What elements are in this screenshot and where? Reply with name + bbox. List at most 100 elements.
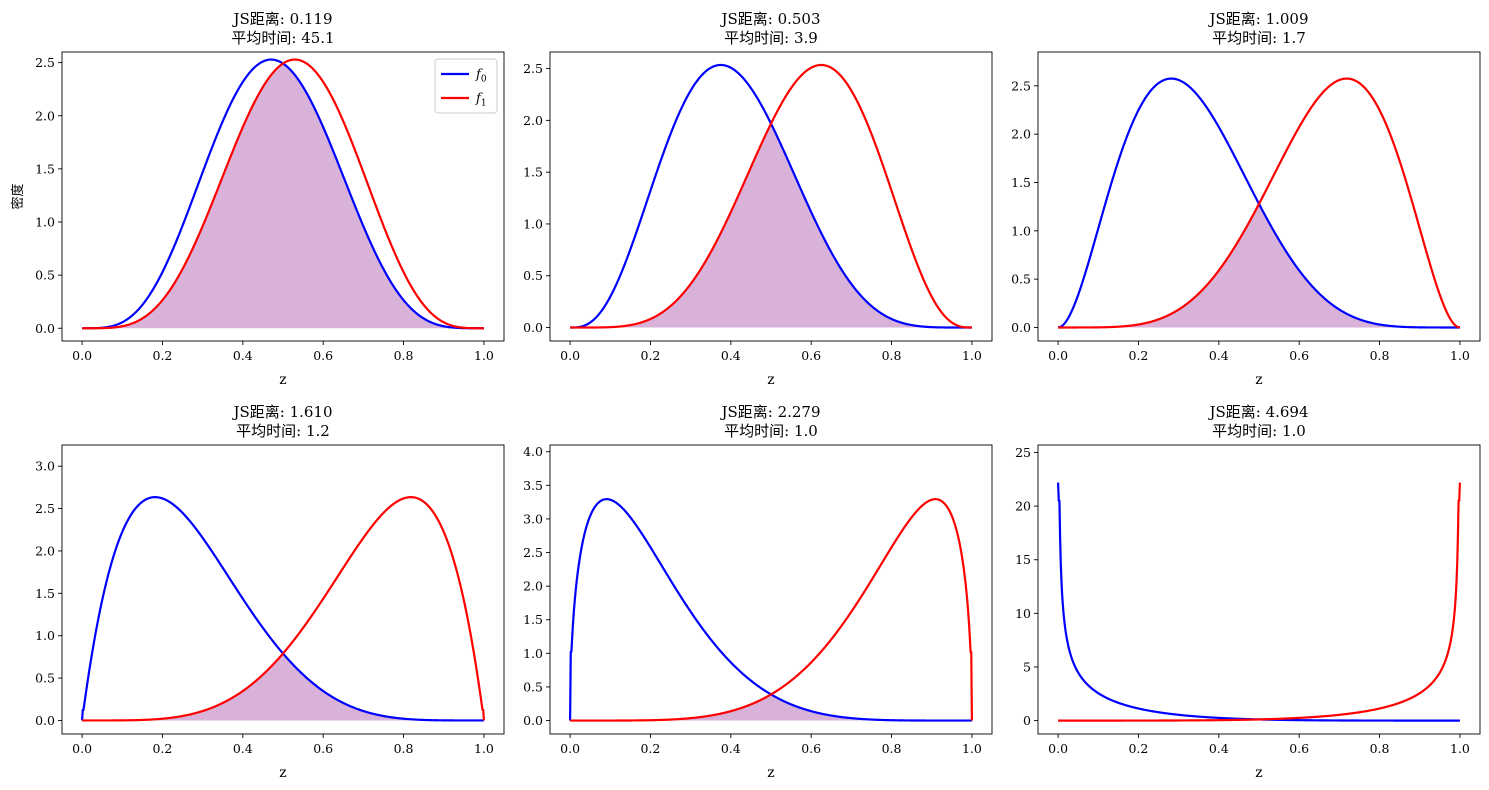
series-line-f1 [81,496,486,722]
y-tick-label: 5 [1023,659,1031,674]
x-tick-label: 0.6 [313,741,333,756]
y-tick-label: 2.5 [523,545,543,560]
y-tick-label: 3.0 [35,459,55,474]
y-tick-label: 0.5 [523,268,543,283]
y-tick-label: 1.0 [523,216,543,231]
subplot-title: 平均时间: 1.0 [724,422,818,440]
y-tick-label: 25 [1015,445,1031,460]
y-tick-label: 4.0 [523,444,543,459]
x-axis-label: z [767,765,774,781]
x-tick-label: 0.0 [72,741,92,756]
x-axis-label: z [767,372,774,388]
x-tick-label: 1.0 [962,741,982,756]
subplot-2: 0.0 0.2 0.4 0.6 0.8 1.0 0.0 0.5 1.0 1.5 2.0 2.5 JS距离… [523,10,993,388]
series-line-f1 [569,63,973,329]
axes-frame [549,444,993,735]
x-tick-label: 0.2 [641,741,661,756]
x-axis-label: z [279,372,286,388]
x-tick-label: 0.0 [560,741,580,756]
x-tick-label: 0.6 [313,348,333,363]
y-tick-label: 0.5 [523,679,543,694]
x-tick-label: 0.0 [1048,348,1068,363]
y-tick-label: 0 [1023,713,1031,728]
series-line-f1 [569,498,974,722]
y-tick-label: 1.0 [35,628,55,643]
x-tick-label: 0.2 [153,348,173,363]
axes-frame [549,51,993,342]
subplot-title: 平均时间: 45.1 [231,29,334,47]
x-tick-label: 0.8 [394,741,414,756]
y-tick-label: 1.5 [1011,175,1031,190]
series-line-f0 [1056,482,1461,722]
overlap-area [570,694,972,721]
subplot-3: 0.0 0.2 0.4 0.6 0.8 1.0 0.0 0.5 1.0 1.5 2.0 2.5 JS距离… [1011,10,1481,388]
x-tick-label: 0.8 [1370,741,1390,756]
x-tick-label: 0.0 [72,348,92,363]
y-tick-label: 2.5 [523,61,543,76]
subplot-title: 平均时间: 1.2 [236,422,330,440]
axes-frame [1037,51,1481,342]
x-tick-label: 0.2 [1129,348,1149,363]
y-tick-label: 1.0 [1011,223,1031,238]
y-tick-label: 15 [1015,552,1031,567]
subplot-1: 0.0 0.2 0.4 0.6 0.8 1.0 0.0 0.5 1.0 1.5 2.0 2.5 JS距离… [10,10,505,388]
series-line-f1 [81,58,485,330]
subplot-title: 平均时间: 3.9 [724,29,818,47]
y-tick-label: 0.0 [523,320,543,335]
y-tick-label: 3.5 [523,478,543,493]
y-tick-label: 10 [1015,606,1031,621]
overlap-area [82,653,484,721]
y-tick-label: 2.0 [35,108,55,123]
series-line-f0 [568,498,973,722]
y-tick-label: 1.5 [523,165,543,180]
legend-label: f0 [475,68,487,85]
x-tick-label: 1.0 [474,741,494,756]
x-tick-label: 0.6 [1289,741,1309,756]
x-tick-label: 1.0 [962,348,982,363]
series-line-f1 [1057,77,1461,329]
axes-frame [1037,444,1481,735]
y-tick-label: 0.5 [35,268,55,283]
y-tick-label: 0.0 [35,321,55,336]
y-tick-label: 1.5 [35,161,55,176]
overlap-area [82,63,484,329]
x-tick-label: 0.4 [721,348,741,363]
subplot-6: 0.0 0.2 0.4 0.6 0.8 1.0 0 5 10 15 20 25 JS距离: 4.694平… [1015,403,1481,781]
x-tick-label: 1.0 [474,348,494,363]
x-tick-label: 1.0 [1450,348,1470,363]
y-tick-label: 0.0 [1011,320,1031,335]
y-tick-label: 0.0 [35,713,55,728]
x-axis-label: z [1255,372,1262,388]
x-tick-label: 0.0 [1048,741,1068,756]
y-tick-label: 0.5 [35,671,55,686]
subplot-4: 0.0 0.2 0.4 0.6 0.8 1.0 0.0 0.5 1.0 1.5 2.0 2.5 3.0 J… [35,403,505,781]
y-tick-label: 0.5 [1011,272,1031,287]
y-tick-label: 2.0 [523,113,543,128]
y-tick-label: 20 [1015,499,1031,514]
x-tick-label: 0.8 [1370,348,1390,363]
x-tick-label: 0.2 [153,741,173,756]
subplot-title: JS距离: 4.694 [1207,403,1308,421]
y-tick-label: 2.0 [523,579,543,594]
series-line-f1 [1057,482,1462,722]
y-tick-label: 3.0 [523,511,543,526]
x-tick-label: 0.8 [882,741,902,756]
subplot-title: JS距离: 2.279 [719,403,820,421]
x-tick-label: 0.6 [801,741,821,756]
axes-frame [61,51,505,342]
y-tick-label: 2.0 [1011,127,1031,142]
y-tick-label: 1.5 [523,612,543,627]
x-tick-label: 0.6 [801,348,821,363]
x-tick-label: 0.8 [394,348,414,363]
y-tick-label: 0.0 [523,713,543,728]
x-tick-label: 0.4 [233,348,253,363]
x-tick-label: 0.2 [641,348,661,363]
x-tick-label: 0.6 [1289,348,1309,363]
y-axis-label: 密度 [10,183,26,209]
overlap-area [1058,203,1460,328]
y-tick-label: 1.0 [523,646,543,661]
subplot-title: 平均时间: 1.7 [1212,29,1306,47]
subplot-title: JS距离: 1.009 [1207,10,1308,28]
